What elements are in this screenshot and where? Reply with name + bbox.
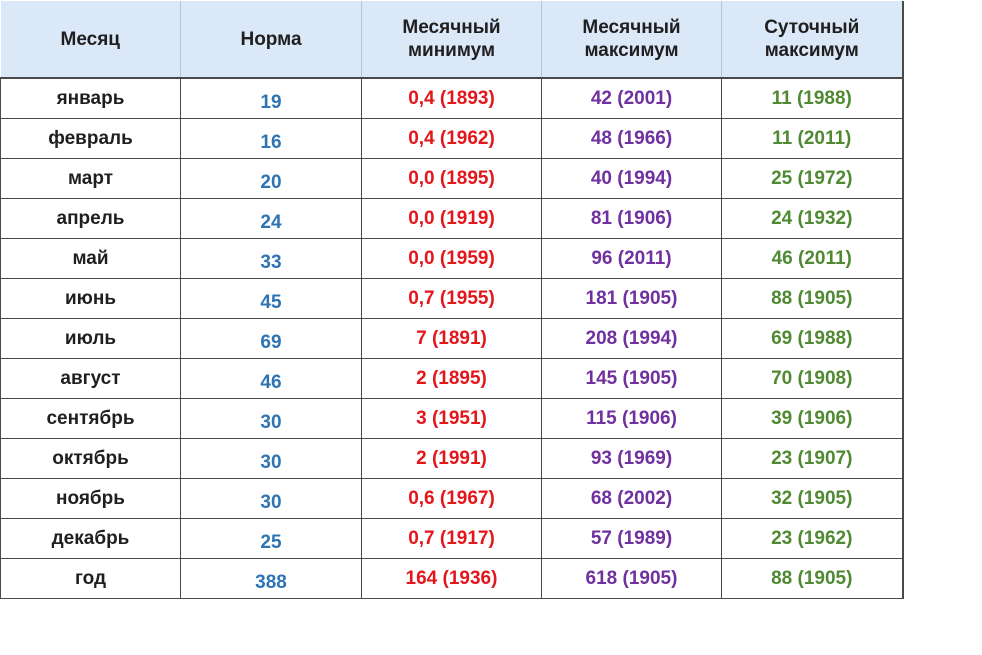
cell-daily-max: 23 (1907) [721, 438, 904, 479]
table-row: март 20 0,0 (1895) 40 (1994) 25 (1972) [0, 158, 904, 199]
cell-month: март [0, 158, 181, 199]
cell-daily-max: 88 (1905) [721, 278, 904, 319]
cell-month: октябрь [0, 438, 181, 479]
table-row: апрель 24 0,0 (1919) 81 (1906) 24 (1932) [0, 198, 904, 239]
cell-norm: 46 [180, 358, 362, 399]
precipitation-table: Месяц Норма Месячный минимум Месячный ма… [0, 1, 904, 599]
cell-norm: 388 [180, 558, 362, 599]
cell-daily-max: 11 (2011) [721, 118, 904, 159]
cell-month: август [0, 358, 181, 399]
cell-monthly-min: 0,6 (1967) [361, 478, 542, 519]
cell-monthly-min: 0,0 (1919) [361, 198, 542, 239]
table-row: год 388 164 (1936) 618 (1905) 88 (1905) [0, 558, 904, 599]
cell-norm: 30 [180, 398, 362, 439]
cell-month: май [0, 238, 181, 279]
cell-monthly-min: 0,4 (1962) [361, 118, 542, 159]
cell-month: апрель [0, 198, 181, 239]
cell-norm: 16 [180, 118, 362, 159]
cell-monthly-max: 68 (2002) [541, 478, 722, 519]
cell-norm: 33 [180, 238, 362, 279]
cell-month: июнь [0, 278, 181, 319]
cell-daily-max: 24 (1932) [721, 198, 904, 239]
cell-monthly-max: 618 (1905) [541, 558, 722, 599]
cell-norm: 24 [180, 198, 362, 239]
cell-monthly-min: 0,7 (1917) [361, 518, 542, 559]
cell-norm: 20 [180, 158, 362, 199]
cell-monthly-max: 181 (1905) [541, 278, 722, 319]
cell-monthly-min: 164 (1936) [361, 558, 542, 599]
cell-monthly-min: 2 (1991) [361, 438, 542, 479]
table-row: ноябрь 30 0,6 (1967) 68 (2002) 32 (1905) [0, 478, 904, 519]
table-row: май 33 0,0 (1959) 96 (2011) 46 (2011) [0, 238, 904, 279]
table-row: февраль 16 0,4 (1962) 48 (1966) 11 (2011) [0, 118, 904, 159]
cell-month: декабрь [0, 518, 181, 559]
cell-monthly-max: 42 (2001) [541, 78, 722, 119]
header-daily-max: Суточный максимум [721, 1, 904, 79]
cell-monthly-max: 40 (1994) [541, 158, 722, 199]
cell-norm: 30 [180, 438, 362, 479]
cell-monthly-max: 48 (1966) [541, 118, 722, 159]
cell-monthly-min: 0,0 (1959) [361, 238, 542, 279]
cell-monthly-max: 115 (1906) [541, 398, 722, 439]
cell-norm: 45 [180, 278, 362, 319]
header-monthly-max: Месячный максимум [541, 1, 722, 79]
cell-monthly-min: 3 (1951) [361, 398, 542, 439]
table-row: декабрь 25 0,7 (1917) 57 (1989) 23 (1962) [0, 518, 904, 559]
cell-monthly-min: 0,0 (1895) [361, 158, 542, 199]
cell-month: июль [0, 318, 181, 359]
cell-daily-max: 88 (1905) [721, 558, 904, 599]
cell-month: январь [0, 78, 181, 119]
cell-monthly-min: 0,7 (1955) [361, 278, 542, 319]
cell-month: февраль [0, 118, 181, 159]
cell-monthly-min: 0,4 (1893) [361, 78, 542, 119]
header-row: Месяц Норма Месячный минимум Месячный ма… [0, 1, 904, 79]
cell-daily-max: 23 (1962) [721, 518, 904, 559]
cell-daily-max: 25 (1972) [721, 158, 904, 199]
cell-monthly-max: 57 (1989) [541, 518, 722, 559]
cell-norm: 69 [180, 318, 362, 359]
table-row: июль 69 7 (1891) 208 (1994) 69 (1988) [0, 318, 904, 359]
cell-daily-max: 46 (2011) [721, 238, 904, 279]
cell-norm: 30 [180, 478, 362, 519]
cell-norm: 19 [180, 78, 362, 119]
table-row: сентябрь 30 3 (1951) 115 (1906) 39 (1906) [0, 398, 904, 439]
cell-monthly-max: 145 (1905) [541, 358, 722, 399]
table-header: Месяц Норма Месячный минимум Месячный ма… [0, 1, 904, 79]
cell-monthly-max: 93 (1969) [541, 438, 722, 479]
cell-month: год [0, 558, 181, 599]
cell-month: сентябрь [0, 398, 181, 439]
cell-monthly-max: 96 (2011) [541, 238, 722, 279]
cell-monthly-max: 81 (1906) [541, 198, 722, 239]
cell-daily-max: 32 (1905) [721, 478, 904, 519]
table-row: июнь 45 0,7 (1955) 181 (1905) 88 (1905) [0, 278, 904, 319]
table-row: август 46 2 (1895) 145 (1905) 70 (1908) [0, 358, 904, 399]
table-body: январь 19 0,4 (1893) 42 (2001) 11 (1988) февр… [0, 78, 904, 599]
cell-monthly-min: 7 (1891) [361, 318, 542, 359]
table-row: январь 19 0,4 (1893) 42 (2001) 11 (1988) [0, 78, 904, 119]
cell-daily-max: 70 (1908) [721, 358, 904, 399]
cell-norm: 25 [180, 518, 362, 559]
cell-daily-max: 69 (1988) [721, 318, 904, 359]
cell-monthly-max: 208 (1994) [541, 318, 722, 359]
header-norm: Норма [180, 1, 362, 79]
cell-month: ноябрь [0, 478, 181, 519]
table-row: октябрь 30 2 (1991) 93 (1969) 23 (1907) [0, 438, 904, 479]
header-month: Месяц [0, 1, 181, 79]
cell-daily-max: 39 (1906) [721, 398, 904, 439]
cell-daily-max: 11 (1988) [721, 78, 904, 119]
cell-monthly-min: 2 (1895) [361, 358, 542, 399]
header-monthly-min: Месячный минимум [361, 1, 542, 79]
